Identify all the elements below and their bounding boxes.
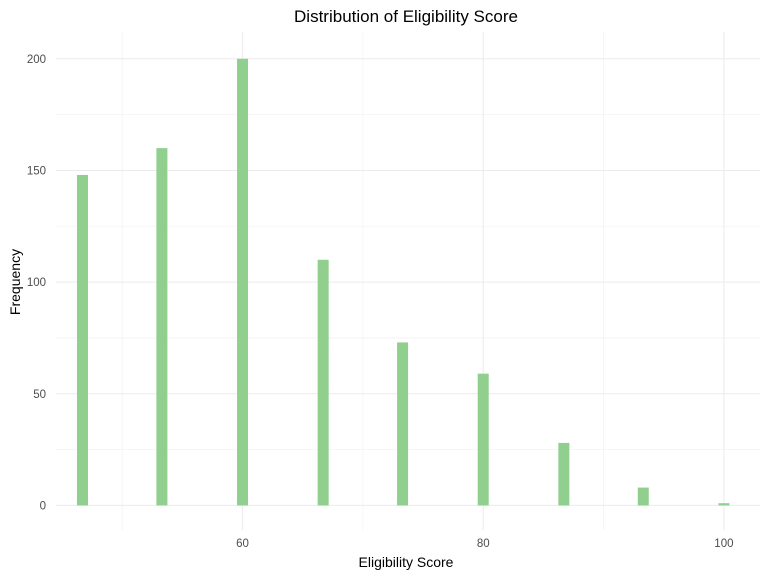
y-tick-label: 50 <box>33 389 46 401</box>
x-tick-label: 60 <box>236 538 249 550</box>
bar <box>317 259 329 506</box>
y-tick-labels: 0 50 100 150 200 <box>27 54 46 513</box>
bar <box>156 148 168 506</box>
y-axis-title: Frequency <box>7 249 23 315</box>
y-tick-label: 100 <box>27 277 46 289</box>
x-tick-labels: 60 80 100 <box>236 538 733 550</box>
x-axis-title: Eligibility Score <box>359 554 454 570</box>
x-tick-label: 80 <box>477 538 490 550</box>
grid-lines <box>56 32 760 530</box>
bar <box>637 487 649 506</box>
bars <box>76 58 730 506</box>
bar <box>76 174 88 506</box>
bar <box>237 58 249 506</box>
bar <box>558 442 570 506</box>
y-tick-label: 150 <box>27 165 46 177</box>
y-tick-label: 200 <box>27 54 46 66</box>
bar <box>477 373 489 506</box>
bar <box>718 503 730 506</box>
bar <box>397 342 409 506</box>
chart-title: Distribution of Eligibility Score <box>294 7 518 26</box>
x-tick-label: 100 <box>714 538 733 550</box>
y-tick-label: 0 <box>40 500 46 512</box>
